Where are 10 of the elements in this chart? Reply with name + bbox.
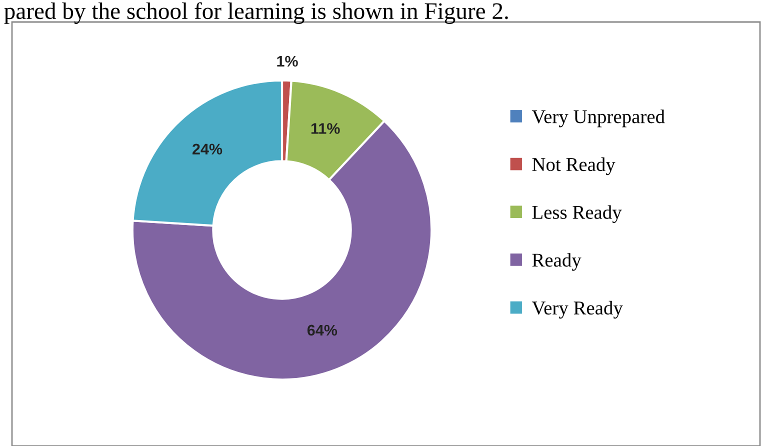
data-label: 11% [311, 123, 340, 134]
data-label: 64% [307, 324, 338, 336]
legend-label: Less Ready [532, 205, 622, 223]
text: pared by the school for learning is shown in Figure 2. [4, 2, 508, 24]
data-label: 1% [277, 56, 298, 67]
legend-label: Not Ready [532, 157, 616, 176]
data-label: 24% [192, 144, 222, 154]
legend-label: Very Ready [532, 300, 623, 319]
legend-label: Ready [532, 253, 582, 271]
legend-label: Very Unprepared [532, 110, 665, 128]
